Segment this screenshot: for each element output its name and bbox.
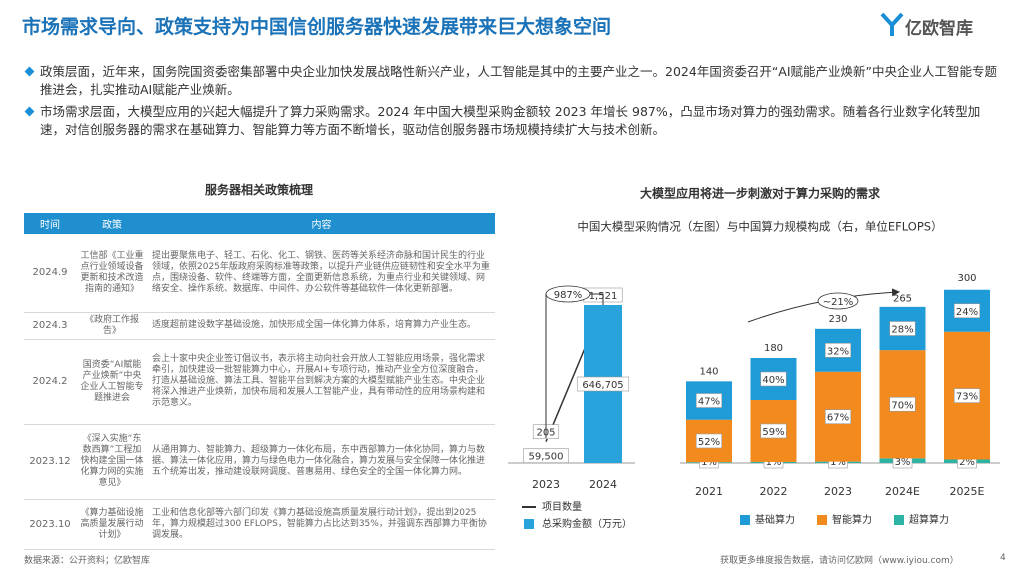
value-label: 32%: [827, 346, 849, 357]
table-row: 2024.3 《政府工作报告》 适度超前建设数字基础设施，加快形成全国一体化算力体系…: [24, 312, 495, 340]
x-tick-label: 2023: [824, 485, 852, 498]
legend-swatch: [894, 515, 904, 525]
table-cell: 工信部《工业重点行业领域设备更新和技术改造指南的通知》: [76, 234, 148, 313]
value-label: 1%: [830, 457, 846, 468]
value-label-box: [695, 393, 723, 408]
table-cell: 《政府工作报告》: [76, 312, 148, 340]
value-label: 47%: [698, 397, 720, 408]
legend-label: 项目数量: [542, 500, 582, 513]
table-cell: 2024.9: [24, 234, 76, 313]
value-label-box: [760, 423, 787, 439]
value-label-box: [824, 409, 852, 425]
value-label-box: [576, 376, 630, 392]
legend-label: 总采购金额（万元）: [542, 517, 632, 530]
value-label: 70%: [891, 400, 913, 411]
total-label: 265: [893, 293, 912, 304]
annotation-oval: [545, 285, 591, 303]
x-tick-label: 2024: [589, 478, 617, 491]
total-label: 230: [828, 314, 847, 325]
table-row: 2024.9 工信部《工业重点行业领域设备更新和技术改造指南的通知》 提出要聚焦电子…: [24, 234, 495, 313]
value-label-box: [695, 433, 723, 449]
value-label: 3%: [895, 457, 911, 468]
value-label: 67%: [827, 413, 849, 424]
slide-title: 市场需求导向、政策支持为中国信创服务器快速发展带来巨大想象空间: [22, 16, 612, 38]
value-label: 40%: [762, 375, 784, 386]
table-cell: 提出要聚焦电子、轻工、石化、化工、钢铁、医药等关系经济命脉和国计民生的行业领域，…: [148, 234, 495, 313]
x-tick-label: 2021: [695, 485, 723, 498]
bullet: 政策层面，近年来，国务院国资委密集部署中央企业加快发展战略性新兴产业，人工智能是…: [40, 63, 1000, 99]
footer-note: 获取更多维度报告数据，请访问亿欧网（www.iyiou.com）: [720, 556, 959, 566]
table-cell: 2023.12: [24, 424, 76, 500]
table-title: 服务器相关政策梳理: [204, 183, 313, 197]
value-label: 59%: [762, 427, 784, 438]
value-label: 59,500: [529, 452, 564, 463]
value-label: 646,705: [582, 380, 623, 391]
table-cell: 从通用算力、智能算力、超级算力一体化布局，东中西部算力一体化协同，算力与数据、算…: [148, 424, 495, 500]
column-header: 内容: [148, 213, 495, 234]
charts-title: 大模型应用将进一步刺激对于算力采购的需求: [640, 186, 881, 201]
legend-label: 智能算力: [832, 513, 872, 526]
table-cell: 《算力基础设施高质量发展行动计划》: [76, 499, 148, 550]
value-label: 1%: [766, 457, 782, 468]
value-label: 28%: [891, 325, 913, 336]
annotation: 987%: [554, 290, 583, 301]
value-label: 2%: [959, 457, 975, 468]
column-header: 政策: [76, 213, 148, 234]
annotation: ~21%: [823, 297, 854, 308]
total-label: 180: [764, 343, 783, 354]
value-label-box: [953, 388, 981, 403]
table-cell: 《深入实施“东数西算”工程加快构建全国一体化算力网的实施意见》: [76, 424, 148, 500]
table-cell: 2024.3: [24, 312, 76, 340]
legend-swatch: [817, 515, 827, 525]
footer-source: 数据来源：公开资料；亿欧智库: [24, 556, 151, 566]
table-cell: 2023.10: [24, 499, 76, 550]
annotation-oval: [817, 292, 859, 310]
logo-icon: [880, 12, 904, 36]
value-label-box: [824, 342, 852, 358]
value-label: 24%: [956, 307, 978, 318]
value-label-box: [889, 321, 916, 336]
table-row: 2023.10 《算力基础设施高质量发展行动计划》 工业和信息化部等六部门印发《算力…: [24, 499, 495, 550]
x-tick-label: 2025E: [950, 485, 985, 498]
table-row: 2023.12 《深入实施“东数西算”工程加快构建全国一体化算力网的实施意见》 从通…: [24, 424, 495, 500]
charts: 大模型应用将进一步刺激对于算力采购的需求 中国大模型采购情况（左图）与中国算力规…: [508, 186, 1000, 530]
legend-label: 超算算力: [909, 513, 949, 526]
value-label-box: [760, 371, 787, 387]
value-label-box: [953, 303, 981, 319]
policy-table: 时间 政策 内容 2024.9 工信部《工业重点行业领域设备更新和技术改造指南的通知》…: [24, 213, 495, 550]
legend-swatch: [524, 519, 534, 529]
value-label: 1%: [701, 457, 717, 468]
value-label: 73%: [956, 392, 978, 403]
bullet: 市场需求层面，大模型应用的兴起大幅提升了算力采购需求。2024 年中国大模型采购…: [40, 103, 1000, 139]
legend-label: 基础算力: [755, 513, 795, 526]
table-row: 2024.2 国资委“AI赋能产业焕新”中央企业人工智能专题推进会 会上十家中央企业…: [24, 339, 495, 425]
charts-subtitle: 中国大模型采购情况（左图）与中国算力规模构成（右，单位EFLOPS）: [577, 220, 942, 234]
legend-swatch: [740, 515, 750, 525]
x-tick-label: 2024E: [885, 485, 920, 498]
header-row: 时间 政策 内容: [24, 213, 495, 234]
value-label: 52%: [698, 437, 720, 448]
x-tick-label: 2022: [760, 485, 788, 498]
table-cell: 工业和信息化部等六部门印发《算力基础设施高质量发展行动计划》，提出到2025年，…: [148, 499, 495, 550]
page-number: 4: [1000, 553, 1006, 563]
table-cell: 国资委“AI赋能产业焕新”中央企业人工智能专题推进会: [76, 339, 148, 425]
logo-text: 亿欧智库: [905, 19, 973, 39]
total-label: 300: [957, 273, 976, 284]
table-cell: 适度超前建设数字基础设施，加快形成全国一体化算力体系，培育算力产业生态。: [148, 312, 495, 340]
value-label-box: [523, 448, 569, 464]
column-header: 时间: [24, 213, 76, 234]
table-cell: 2024.2: [24, 339, 76, 425]
x-tick-label: 2023: [532, 478, 560, 491]
total-label: 140: [699, 366, 718, 377]
value-label-box: [889, 396, 916, 412]
table-cell: 会上十家中央企业签订倡议书，表示将主动向社会开放人工智能应用场景，强化需求牵引，…: [148, 339, 495, 425]
